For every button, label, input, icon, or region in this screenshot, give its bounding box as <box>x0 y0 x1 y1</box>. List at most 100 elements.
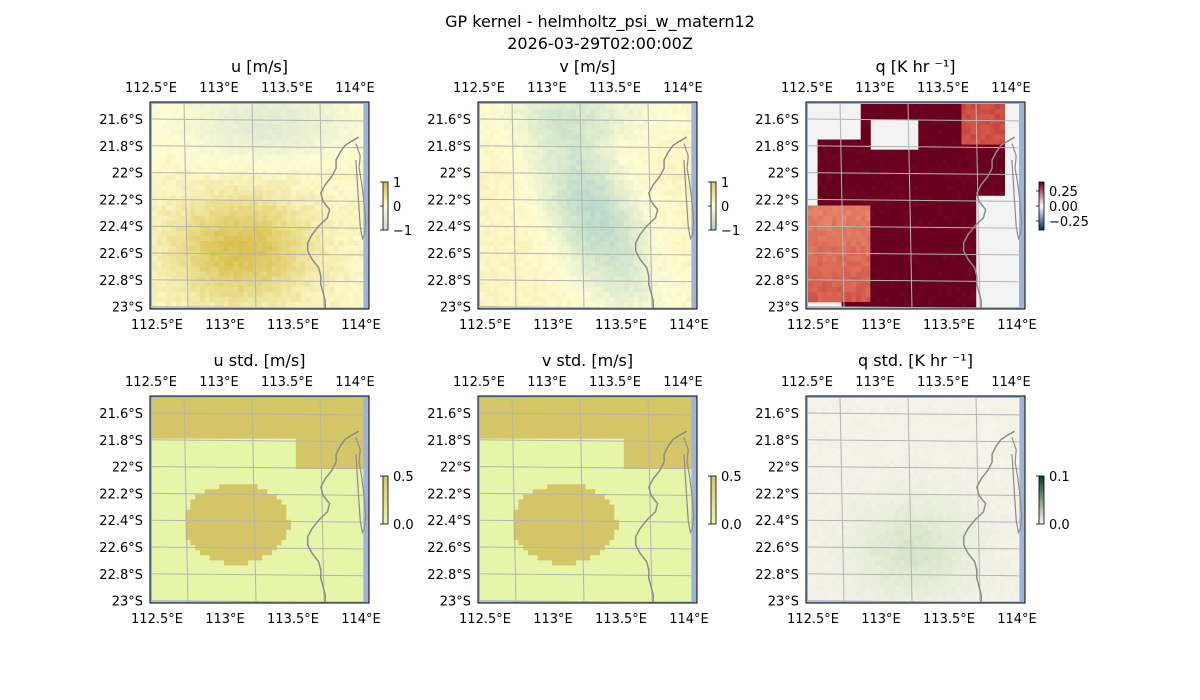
heatmap-cell <box>657 164 663 171</box>
heatmap-cell <box>822 210 828 217</box>
heatmap-cell <box>494 246 500 252</box>
heatmap-cell <box>604 190 610 196</box>
heatmap-cell <box>643 230 649 237</box>
heatmap-cell <box>319 109 326 115</box>
heatmap-cell <box>494 286 500 293</box>
heatmap-cell <box>343 291 350 298</box>
heatmap-cell <box>619 185 625 191</box>
heatmap-cell <box>286 164 292 171</box>
heatmap-cell <box>662 190 668 196</box>
heatmap-cell <box>580 175 586 181</box>
heatmap-cell <box>633 124 639 130</box>
heatmap-cell <box>252 180 258 186</box>
heatmap-cell <box>913 215 919 222</box>
heatmap-cell <box>300 281 306 288</box>
heatmap-cell <box>575 256 582 262</box>
heatmap-cell <box>908 220 914 227</box>
heatmap-cell <box>913 190 919 196</box>
heatmap-cell <box>508 109 514 115</box>
heatmap-cell <box>667 241 673 247</box>
heatmap-cell <box>937 139 943 146</box>
heatmap-cell <box>348 291 354 298</box>
heatmap-cell <box>551 109 558 115</box>
heatmap-cell <box>281 149 287 156</box>
heatmap-cell <box>233 190 239 196</box>
heatmap-cell <box>547 225 553 232</box>
heatmap-cell <box>879 190 886 196</box>
heatmap-cell <box>662 114 668 120</box>
heatmap-cell <box>628 164 634 171</box>
heatmap-cell <box>286 210 292 217</box>
heatmap-cell <box>599 104 606 110</box>
heatmap-cell <box>190 296 196 303</box>
heatmap-cell <box>827 200 833 206</box>
heatmap-cell <box>980 169 986 176</box>
heatmap-cell <box>319 139 326 146</box>
heatmap-cell <box>532 154 538 161</box>
heatmap-cell <box>657 210 663 217</box>
heatmap-cell <box>329 119 335 125</box>
heatmap-cell <box>937 205 943 211</box>
heatmap-cell <box>971 286 977 293</box>
heatmap-cell <box>980 175 986 181</box>
heatmap-cell <box>209 225 215 232</box>
heatmap-cell <box>542 154 548 161</box>
heatmap-cell <box>480 200 486 206</box>
heatmap-cell <box>995 164 1001 171</box>
heatmap-cell <box>662 104 668 110</box>
heatmap-cell <box>556 129 562 135</box>
heatmap-cell <box>166 180 172 186</box>
heatmap-cell <box>923 246 929 252</box>
heatmap-cell <box>233 261 239 267</box>
heatmap-cell <box>300 246 306 252</box>
heatmap-cell <box>628 241 634 247</box>
heatmap-cell <box>681 139 687 146</box>
heatmap-cell <box>310 291 316 298</box>
heatmap-cell <box>295 195 302 201</box>
heatmap-cell <box>556 109 562 115</box>
heatmap-cell <box>310 104 316 110</box>
heatmap-cell <box>875 291 881 298</box>
heatmap-cell <box>334 235 340 242</box>
heatmap-cell <box>494 225 500 232</box>
heatmap-cell <box>575 301 582 308</box>
heatmap-cell <box>647 296 654 303</box>
heatmap-cell <box>494 276 500 283</box>
heatmap-cell <box>319 159 326 166</box>
heatmap-cell <box>551 124 558 130</box>
heatmap-cell <box>480 175 486 181</box>
heatmap-cell <box>870 241 876 247</box>
heatmap-cell <box>185 149 191 156</box>
heatmap-cell <box>966 164 972 171</box>
heatmap-cell <box>918 281 924 288</box>
heatmap-cell <box>875 241 881 247</box>
heatmap-cell <box>927 180 934 186</box>
heatmap-cell <box>305 210 311 217</box>
heatmap-cell <box>247 220 254 227</box>
heatmap-cell <box>875 104 881 110</box>
heatmap-cell <box>870 159 876 166</box>
heatmap-cell <box>667 129 673 135</box>
heatmap-cell <box>276 205 282 211</box>
heatmap-cell <box>324 230 330 237</box>
heatmap-cell <box>971 104 977 110</box>
heatmap-cell <box>643 180 649 186</box>
heatmap-cell <box>152 251 158 257</box>
heatmap-cell <box>923 114 929 120</box>
heatmap-cell <box>499 185 505 191</box>
heatmap-cell <box>990 169 996 176</box>
heatmap-cell <box>865 220 871 227</box>
heatmap-cell <box>152 301 158 308</box>
heatmap-cell <box>286 281 292 288</box>
heatmap-cell <box>171 251 177 257</box>
heatmap-cell <box>918 104 924 110</box>
heatmap-cell <box>585 149 591 156</box>
heatmap-cell <box>571 241 577 247</box>
heatmap-cell <box>937 175 943 181</box>
heatmap-cell <box>484 124 490 130</box>
heatmap-cell <box>604 241 610 247</box>
heatmap-cell <box>942 271 948 277</box>
heatmap-cell <box>484 301 490 308</box>
heatmap-cell <box>503 225 510 232</box>
heatmap-cell <box>353 210 359 217</box>
